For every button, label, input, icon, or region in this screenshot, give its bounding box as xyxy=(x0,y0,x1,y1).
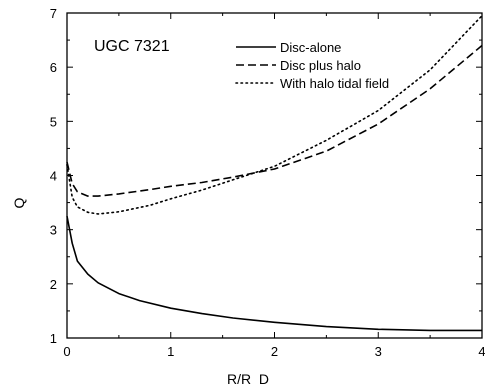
x-tick-label: 3 xyxy=(375,344,382,359)
y-tick-label: 4 xyxy=(50,169,57,184)
legend-label-with-halo-tidal-field: With halo tidal field xyxy=(280,76,389,91)
y-axis-title: Q xyxy=(11,197,27,208)
legend-label-disc-alone: Disc-alone xyxy=(280,40,341,55)
y-tick-label: 2 xyxy=(50,277,57,292)
x-tick-label: 4 xyxy=(478,344,485,359)
x-tick-label: 0 xyxy=(63,344,70,359)
y-tick-label: 3 xyxy=(50,223,57,238)
series-line-disc-plus-halo xyxy=(66,44,483,197)
plot-series xyxy=(66,14,483,332)
y-tick-label: 5 xyxy=(50,114,57,129)
x-axis-title: R/R D xyxy=(227,371,269,387)
legend: Disc-alone Disc plus halo With halo tidal … xyxy=(235,40,389,91)
series-line-disc-alone xyxy=(66,215,482,332)
x-tick-label: 2 xyxy=(271,344,278,359)
x-tick-label: 1 xyxy=(167,344,174,359)
legend-label-disc-plus-halo: Disc plus halo xyxy=(280,58,361,73)
y-tick-label: 1 xyxy=(50,331,57,346)
chart-annotation: UGC 7321 xyxy=(94,38,170,55)
ticks xyxy=(66,12,483,339)
series-line-with-halo-tidal-field xyxy=(66,14,483,215)
y-tick-label: 7 xyxy=(50,6,57,21)
y-tick-label: 6 xyxy=(50,60,57,75)
plot-frame xyxy=(66,12,483,339)
